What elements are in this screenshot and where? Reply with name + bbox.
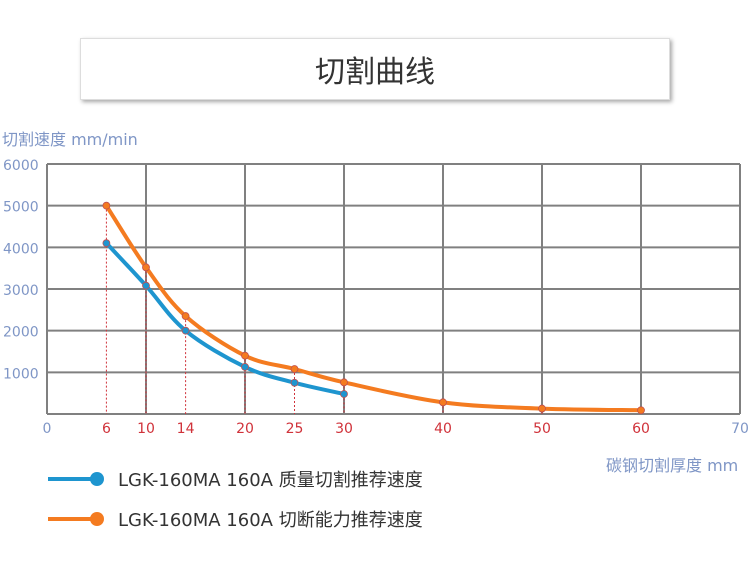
y-tick-label: 6000 bbox=[3, 158, 39, 174]
legend-label: LGK-160MA 160A 切断能力推荐速度 bbox=[118, 510, 423, 531]
x-tick-label: 20 bbox=[236, 421, 254, 437]
data-point bbox=[241, 363, 249, 371]
x-tick-label: 40 bbox=[434, 421, 452, 437]
y-tick-label: 5000 bbox=[3, 200, 39, 216]
data-point bbox=[637, 406, 645, 415]
x-tick-label: 70 bbox=[731, 421, 749, 437]
y-axis-label: 切割速度 mm/min bbox=[2, 130, 138, 149]
x-tick-label: 25 bbox=[286, 421, 304, 437]
series-line-1 bbox=[104, 204, 642, 413]
data-point bbox=[290, 365, 299, 373]
legend-item-quality: LGK-160MA 160A 质量切割推荐速度 bbox=[48, 466, 423, 492]
chart-title: 切割曲线 bbox=[80, 38, 670, 100]
data-point bbox=[142, 263, 150, 272]
legend-swatch-sever bbox=[48, 512, 104, 526]
x-tick-label: 50 bbox=[533, 421, 551, 437]
y-tick-label: 4000 bbox=[3, 241, 39, 257]
x-tick-label: 30 bbox=[335, 421, 353, 437]
y-tick-label: 2000 bbox=[3, 325, 39, 341]
x-tick-label: 14 bbox=[177, 421, 195, 437]
legend-item-sever: LGK-160MA 160A 切断能力推荐速度 bbox=[48, 506, 423, 532]
data-point bbox=[538, 404, 546, 413]
x-tick-label: 10 bbox=[137, 421, 155, 437]
data-point bbox=[340, 378, 348, 387]
y-tick-label: 1000 bbox=[3, 366, 39, 382]
data-point bbox=[181, 326, 190, 335]
legend-label: LGK-160MA 160A 质量切割推荐速度 bbox=[118, 470, 423, 491]
legend-swatch-quality bbox=[48, 472, 104, 486]
x-tick-label: 6 bbox=[102, 421, 111, 437]
data-point bbox=[181, 312, 190, 320]
data-point bbox=[142, 281, 150, 290]
x-axis-label: 碳钢切割厚度 mm bbox=[606, 456, 739, 475]
data-point bbox=[102, 201, 111, 210]
y-tick-label: 3000 bbox=[3, 283, 39, 299]
data-point bbox=[290, 378, 299, 387]
x-tick-label: 0 bbox=[43, 421, 52, 437]
x-tick-label: 60 bbox=[632, 421, 650, 437]
data-point bbox=[102, 239, 111, 248]
data-point bbox=[439, 398, 447, 407]
data-point bbox=[241, 351, 249, 360]
data-point bbox=[340, 390, 348, 398]
